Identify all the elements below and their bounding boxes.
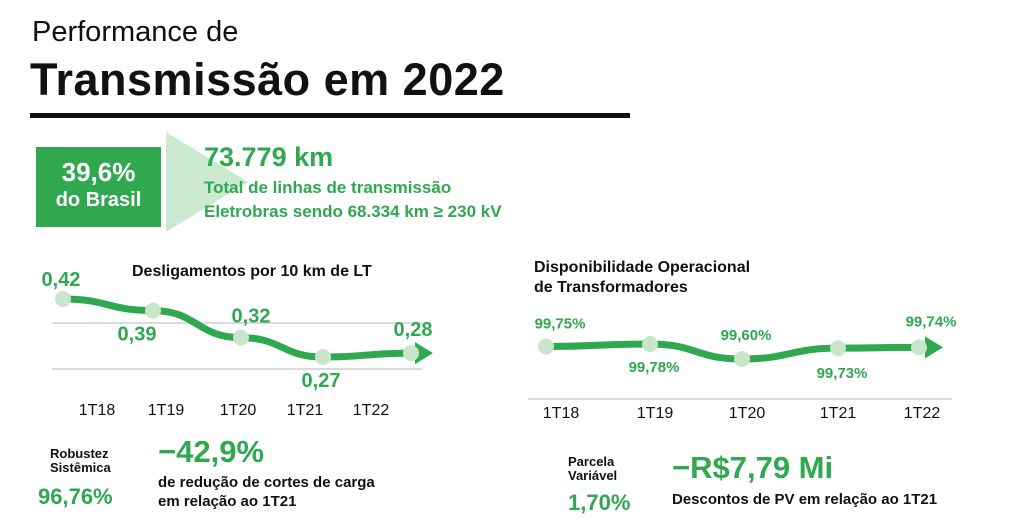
lines-total-value: 73.779 km bbox=[204, 142, 334, 172]
brasil-share-percent: 39,6% bbox=[61, 157, 136, 187]
data-label: 0,27 bbox=[302, 370, 341, 392]
arrowhead-icon bbox=[925, 336, 943, 359]
data-label: 0,39 bbox=[118, 324, 157, 346]
page-subtitle: Performance de bbox=[32, 16, 239, 48]
lines-total-line1: Total de linhas de transmissão bbox=[204, 178, 452, 197]
data-label: 99,78% bbox=[629, 359, 680, 376]
data-point bbox=[911, 339, 927, 356]
robustez-value: 96,76% bbox=[38, 484, 113, 509]
data-point bbox=[315, 349, 331, 365]
tick-label: 1T21 bbox=[287, 402, 324, 419]
data-label: 99,75% bbox=[535, 316, 586, 333]
data-label: 0,32 bbox=[232, 306, 271, 328]
data-point bbox=[55, 291, 71, 307]
arrowhead-icon bbox=[415, 342, 433, 365]
parcela-value: 1,70% bbox=[568, 490, 631, 515]
parcela-desc: Descontos de PV em relação ao 1T21 bbox=[672, 491, 938, 508]
data-label: 99,74% bbox=[906, 313, 957, 330]
tick-label: 1T18 bbox=[543, 405, 580, 422]
data-point bbox=[642, 336, 658, 352]
tick-label: 1T19 bbox=[148, 402, 185, 419]
parcela-label-line2: Variável bbox=[568, 468, 618, 483]
chart2-title-line2: de Transformadores bbox=[534, 279, 688, 296]
chart-disponibilidade: 99,75% 99,78% 99,60% 99,73% 99,74% 1T18 1T19 1T… bbox=[528, 313, 956, 422]
arrow-icon bbox=[166, 132, 248, 232]
robustez-label-line2: Sistêmica bbox=[50, 460, 111, 475]
tick-label: 1T21 bbox=[820, 405, 857, 422]
chart2-title-line1: Disponibilidade Operacional bbox=[534, 259, 751, 276]
chart-desligamentos: 0,42 0,39 0,32 0,27 0,28 1T18 1T19 1T20 1T21 1T22 bbox=[42, 269, 433, 419]
robustez-desc-line1: de redução de cortes de carga bbox=[158, 474, 375, 491]
tick-label: 1T22 bbox=[353, 402, 390, 419]
data-point bbox=[538, 338, 554, 355]
tick-label: 1T22 bbox=[904, 405, 941, 422]
tick-label: 1T19 bbox=[637, 405, 674, 422]
data-label: 0,42 bbox=[42, 269, 81, 291]
data-point bbox=[403, 345, 419, 362]
lines-total-line2: Eletrobras sendo 68.334 km ≥ 230 kV bbox=[204, 202, 502, 221]
page-title: Transmissão em 2022 bbox=[30, 54, 505, 105]
data-label: 0,28 bbox=[394, 319, 433, 341]
robustez-desc-line2: em relação ao 1T21 bbox=[158, 493, 297, 510]
data-label: 99,60% bbox=[721, 327, 772, 344]
tick-label: 1T20 bbox=[220, 402, 257, 419]
tick-label: 1T20 bbox=[729, 405, 766, 422]
chart1-title: Desligamentos por 10 km de LT bbox=[132, 263, 372, 280]
data-point bbox=[233, 329, 249, 346]
robustez-headline: −42,9% bbox=[158, 434, 265, 469]
data-point bbox=[145, 302, 161, 319]
tick-label: 1T18 bbox=[79, 402, 116, 419]
brasil-share-badge: 39,6% do Brasil bbox=[36, 147, 161, 227]
data-label: 99,73% bbox=[817, 365, 868, 382]
data-point bbox=[830, 340, 846, 357]
robustez-label-line1: Robustez bbox=[50, 446, 109, 461]
parcela-headline: −R$7,79 Mi bbox=[672, 450, 834, 485]
title-underline bbox=[30, 113, 630, 118]
brasil-share-label: do Brasil bbox=[55, 189, 142, 211]
data-point bbox=[734, 351, 750, 367]
parcela-label-line1: Parcela bbox=[568, 454, 615, 469]
